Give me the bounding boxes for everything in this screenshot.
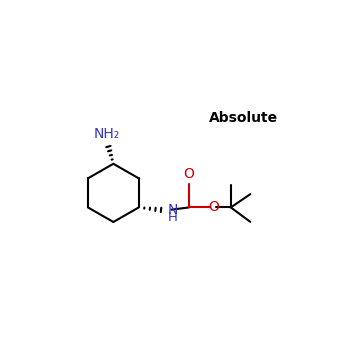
Text: O: O xyxy=(184,167,194,181)
Text: N: N xyxy=(167,203,178,217)
Text: NH₂: NH₂ xyxy=(93,127,120,141)
Text: H: H xyxy=(167,211,177,225)
Text: Absolute: Absolute xyxy=(208,111,278,125)
Text: O: O xyxy=(208,200,219,214)
